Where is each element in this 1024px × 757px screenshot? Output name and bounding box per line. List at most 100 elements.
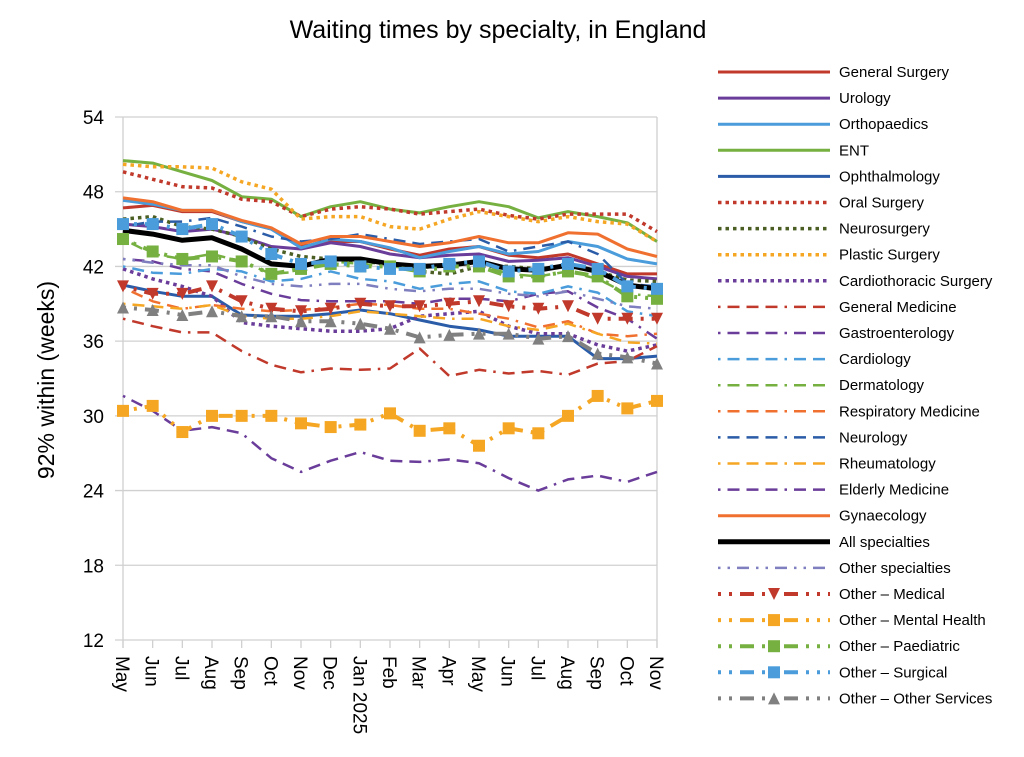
series-gastroenterology xyxy=(122,257,658,340)
legend-label: Orthopaedics xyxy=(839,116,928,133)
series-respiratory-medicine xyxy=(122,286,658,338)
legend-label: Gastroenterology xyxy=(839,325,955,342)
data-point-triangle-up xyxy=(502,327,515,340)
data-point-triangle-up xyxy=(621,351,634,364)
x-tick-label: Mar xyxy=(408,656,429,689)
legend-item: Cardiology xyxy=(718,351,911,368)
legend: General Surgery Urology Orthopaedics ENT Oph… xyxy=(718,64,993,707)
y-tick-label: 54 xyxy=(83,108,105,129)
series-neurology xyxy=(122,216,658,288)
legend-label: Rheumatology xyxy=(839,456,936,473)
legend-item: Neurology xyxy=(718,429,908,446)
x-tick-label: Aug xyxy=(556,656,577,690)
data-point-square xyxy=(235,255,248,268)
series-elderly-medicine xyxy=(122,394,658,492)
series-gynaecology xyxy=(122,196,658,258)
series-other-medical xyxy=(117,280,663,325)
legend-label: Gynaecology xyxy=(839,508,927,525)
data-point-triangle-up xyxy=(768,692,780,705)
data-point-square xyxy=(324,421,337,434)
data-point-square xyxy=(621,290,634,303)
y-tick-label: 30 xyxy=(83,407,104,428)
data-point-square xyxy=(413,262,426,275)
legend-item: Urology xyxy=(718,90,891,107)
legend-item: Dermatology xyxy=(718,377,925,394)
legend-item: Orthopaedics xyxy=(718,116,928,133)
data-point-square xyxy=(532,427,545,440)
legend-item: Gynaecology xyxy=(718,508,927,525)
data-point-triangle-up xyxy=(117,301,129,314)
data-point-square xyxy=(768,640,780,653)
data-point-square xyxy=(117,218,129,231)
x-axis-tick-labels: May Jun Jul Aug Sep Oct Nov Dec Jan 2025 Feb Mar Ap… xyxy=(111,656,666,734)
data-point-triangle-up xyxy=(413,331,426,344)
data-point-triangle-up xyxy=(146,304,159,317)
data-point-triangle-down xyxy=(532,302,545,315)
legend-label: All specialties xyxy=(839,534,930,551)
legend-label: Cardiothoracic Surgery xyxy=(839,273,993,290)
data-point-triangle-up xyxy=(443,328,456,341)
data-point-square xyxy=(532,262,545,275)
series-line xyxy=(122,257,658,340)
legend-item: Elderly Medicine xyxy=(718,482,949,499)
series-rheumatology xyxy=(122,302,658,345)
legend-label: Neurology xyxy=(839,429,908,446)
x-tick-label: Apr xyxy=(437,656,458,686)
data-point-triangle-up xyxy=(235,310,248,323)
legend-item: Oral Surgery xyxy=(718,195,925,212)
legend-item: Other – Mental Health xyxy=(718,612,986,629)
data-point-square xyxy=(265,409,278,422)
legend-item: ENT xyxy=(718,142,869,159)
x-tick-label: Nov xyxy=(289,656,310,690)
data-point-square xyxy=(768,614,780,627)
data-point-triangle-down xyxy=(621,312,634,325)
legend-item: All specialties xyxy=(718,534,930,551)
x-tick-label: Jun xyxy=(141,656,162,687)
data-point-square xyxy=(146,245,159,258)
legend-item: Other – Other Services xyxy=(718,690,992,707)
data-point-square xyxy=(176,426,189,439)
data-point-square xyxy=(413,424,426,437)
data-point-square xyxy=(117,404,129,417)
legend-label: Elderly Medicine xyxy=(839,482,949,499)
data-point-triangle-down xyxy=(235,295,248,308)
series-line xyxy=(122,393,658,448)
data-point-square xyxy=(117,233,129,246)
legend-item: Neurosurgery xyxy=(718,221,930,238)
x-tick-label: Sep xyxy=(230,656,251,690)
data-point-square xyxy=(651,282,663,295)
x-tick-label: Dec xyxy=(319,656,340,690)
data-point-triangle-up xyxy=(562,330,574,343)
data-point-square xyxy=(651,394,663,407)
legend-label: Respiratory Medicine xyxy=(839,403,980,420)
legend-item: Other specialties xyxy=(718,560,951,577)
series-line xyxy=(122,162,658,244)
legend-item: Gastroenterology xyxy=(718,325,955,342)
x-tick-label: May xyxy=(467,656,488,692)
legend-item: Respiratory Medicine xyxy=(718,403,980,420)
data-point-triangle-down xyxy=(117,280,129,293)
data-point-square xyxy=(206,218,218,231)
legend-label: Other – Paediatric xyxy=(839,638,960,655)
series-line xyxy=(122,283,658,361)
data-point-triangle-down xyxy=(384,300,396,313)
data-point-square xyxy=(206,409,218,422)
data-point-triangle-down xyxy=(265,302,278,315)
series-ent xyxy=(122,159,658,243)
data-point-triangle-down xyxy=(176,287,189,300)
data-point-triangle-down xyxy=(651,312,663,325)
data-point-square xyxy=(384,407,396,420)
series-lines xyxy=(117,159,663,492)
legend-label: Urology xyxy=(839,90,891,107)
y-tick-label: 24 xyxy=(83,482,105,503)
data-point-square xyxy=(176,252,189,265)
data-point-triangle-up xyxy=(354,317,367,330)
data-point-triangle-up xyxy=(473,327,485,340)
legend-item: General Surgery xyxy=(718,64,950,81)
series-cardiology xyxy=(122,265,658,318)
x-tick-label: Jul xyxy=(526,656,547,680)
data-point-triangle-up xyxy=(265,310,278,323)
data-point-square xyxy=(443,257,456,270)
legend-label: Plastic Surgery xyxy=(839,247,940,264)
legend-item: General Medicine xyxy=(718,299,957,316)
